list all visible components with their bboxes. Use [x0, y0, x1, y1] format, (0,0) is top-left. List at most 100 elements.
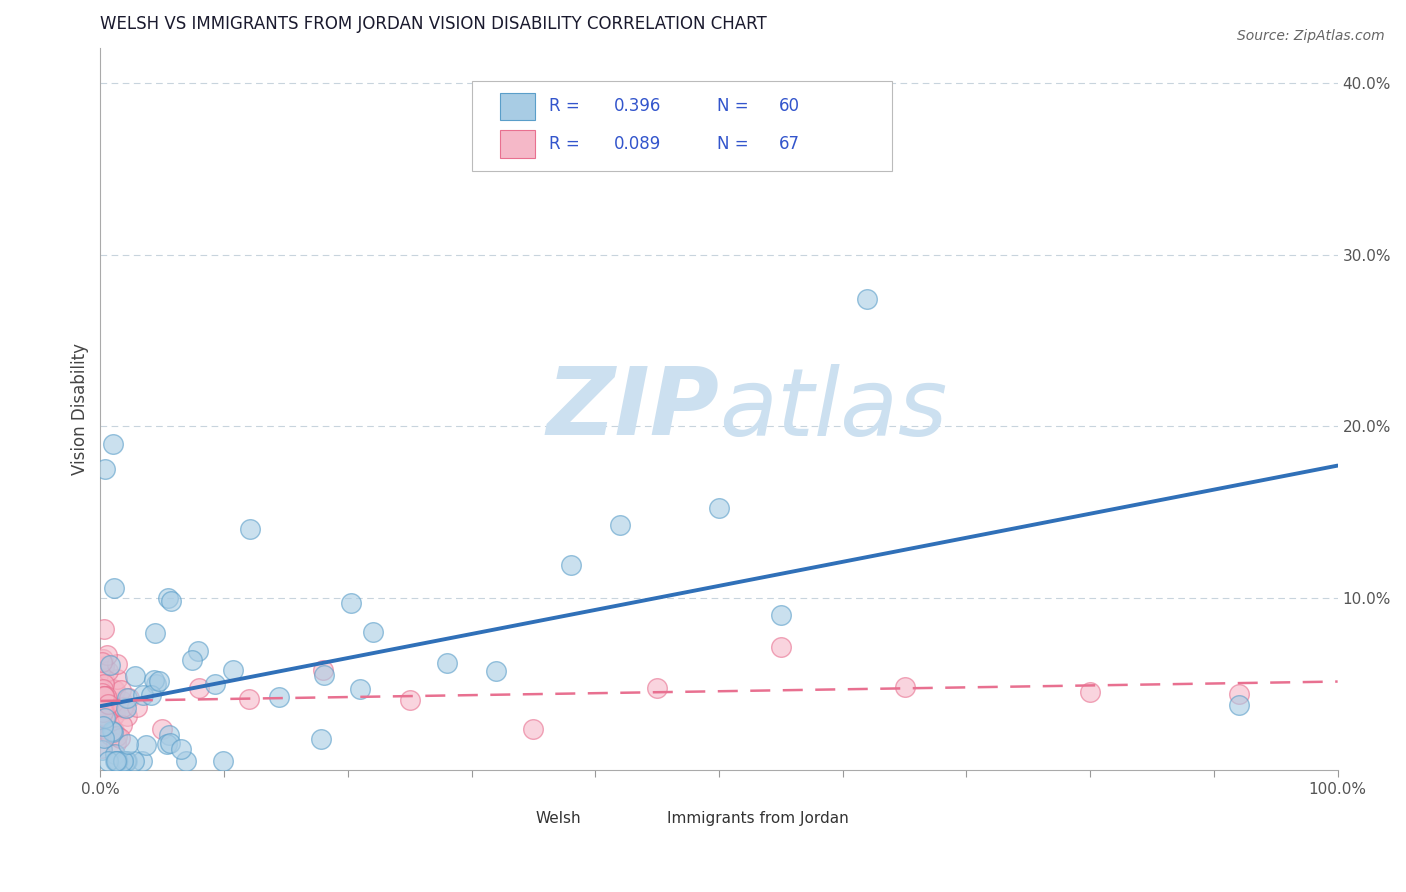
Point: [98, 728, 121, 742]
Point: [104, 747, 127, 761]
Point: [100, 724, 122, 739]
Point: [103, 723, 125, 738]
Point: [135, 738, 157, 752]
Point: [111, 693, 134, 707]
Point: [98, 658, 121, 673]
Point: [645, 681, 668, 695]
Point: [188, 681, 211, 695]
Point: [91, 652, 114, 666]
Point: [267, 690, 290, 704]
FancyBboxPatch shape: [501, 130, 534, 158]
Text: Immigrants from Jordan: Immigrants from Jordan: [666, 811, 849, 826]
Point: [93, 677, 115, 691]
Point: [222, 664, 245, 678]
Point: [1227, 687, 1250, 701]
Point: [436, 656, 458, 670]
Point: [361, 624, 384, 639]
Point: [187, 644, 209, 658]
Point: [312, 668, 335, 682]
Point: [98, 725, 121, 739]
Point: [94, 709, 117, 723]
Point: [96, 690, 118, 705]
Point: [893, 680, 915, 694]
Point: [93, 673, 115, 687]
Point: [105, 729, 128, 743]
Point: [91, 707, 114, 722]
Point: [97, 755, 120, 769]
Point: [707, 501, 730, 516]
Point: [180, 652, 202, 666]
Point: [93, 693, 115, 707]
Point: [103, 706, 125, 721]
FancyBboxPatch shape: [633, 806, 659, 830]
Point: [111, 718, 134, 732]
Text: N =: N =: [717, 97, 754, 115]
Text: WELSH VS IMMIGRANTS FROM JORDAN VISION DISABILITY CORRELATION CHART: WELSH VS IMMIGRANTS FROM JORDAN VISION D…: [100, 15, 768, 33]
Text: ZIP: ZIP: [546, 363, 718, 455]
Point: [157, 591, 180, 605]
Point: [156, 737, 179, 751]
Point: [96, 648, 118, 662]
Point: [101, 436, 124, 450]
Point: [96, 731, 118, 745]
Text: Source: ZipAtlas.com: Source: ZipAtlas.com: [1237, 29, 1385, 43]
Point: [522, 722, 544, 736]
Point: [349, 681, 371, 696]
Text: 0.396: 0.396: [614, 97, 661, 115]
Text: Welsh: Welsh: [536, 811, 582, 826]
Point: [100, 694, 122, 708]
Point: [103, 710, 125, 724]
Point: [212, 755, 235, 769]
Point: [105, 755, 128, 769]
Point: [97, 699, 120, 714]
Point: [145, 677, 167, 691]
Point: [93, 660, 115, 674]
Text: 0.089: 0.089: [614, 135, 661, 153]
Point: [132, 688, 155, 702]
Point: [93, 731, 115, 745]
Point: [93, 622, 115, 636]
Point: [97, 664, 120, 678]
Point: [609, 517, 631, 532]
Point: [110, 682, 132, 697]
Text: R =: R =: [550, 97, 585, 115]
Point: [856, 292, 879, 306]
Point: [159, 736, 181, 750]
Point: [115, 708, 138, 723]
Y-axis label: Vision Disability: Vision Disability: [72, 343, 89, 475]
Point: [91, 705, 114, 719]
Point: [769, 608, 792, 623]
Point: [312, 664, 335, 678]
Point: [90, 655, 112, 669]
Point: [93, 690, 115, 704]
Point: [94, 711, 117, 725]
Point: [150, 722, 173, 736]
Point: [101, 681, 124, 696]
Point: [101, 724, 124, 739]
Text: 60: 60: [779, 97, 800, 115]
Point: [94, 462, 117, 476]
Point: [97, 698, 120, 712]
Point: [90, 691, 112, 706]
Point: [107, 755, 129, 769]
Point: [104, 755, 127, 769]
Point: [90, 682, 112, 697]
Point: [769, 640, 792, 655]
Point: [90, 741, 112, 756]
Point: [108, 731, 131, 745]
Point: [90, 743, 112, 757]
FancyBboxPatch shape: [502, 806, 530, 830]
Point: [139, 688, 162, 702]
Point: [157, 728, 180, 742]
Text: 67: 67: [779, 135, 800, 153]
Point: [93, 659, 115, 673]
FancyBboxPatch shape: [471, 81, 893, 171]
Point: [115, 700, 138, 714]
Point: [238, 692, 260, 706]
Point: [104, 683, 127, 698]
Point: [105, 657, 128, 672]
Point: [124, 669, 146, 683]
Point: [104, 755, 127, 769]
Point: [117, 690, 139, 705]
Point: [1078, 685, 1101, 699]
